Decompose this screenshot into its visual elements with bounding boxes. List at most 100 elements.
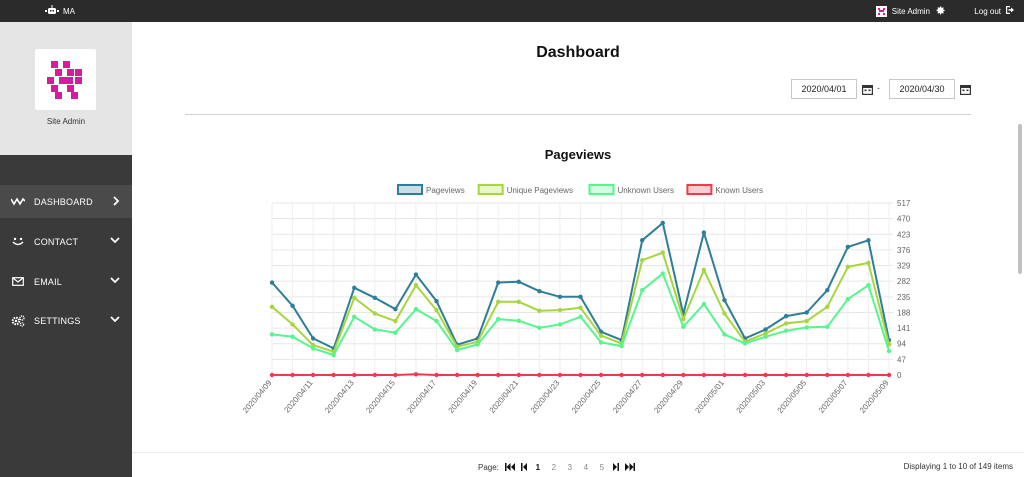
smile-icon — [11, 237, 25, 246]
data-point — [886, 372, 892, 378]
data-point — [372, 295, 378, 301]
prev-page-icon[interactable] — [520, 463, 527, 471]
data-point — [660, 220, 665, 226]
pageviews-chart: Pageviews Unique Pageviews Unknown Users Kn… — [241, 184, 911, 415]
pager-divider — [132, 452, 1024, 453]
data-point — [557, 372, 563, 378]
data-point — [701, 301, 707, 307]
data-point — [310, 372, 316, 378]
legend-swatch — [397, 184, 423, 195]
x-tick-label: 2020/04/15 — [364, 378, 397, 415]
data-point — [866, 260, 871, 266]
page-link[interactable]: 1 — [535, 462, 541, 472]
data-point — [352, 295, 357, 301]
data-point — [825, 372, 830, 378]
x-tick-label: 2020/04/17 — [405, 378, 438, 415]
data-point — [763, 334, 768, 339]
legend-swatch — [588, 184, 615, 195]
page-link[interactable]: 4 — [583, 462, 589, 472]
y-tick-label: 0 — [897, 371, 902, 380]
data-point — [845, 296, 851, 302]
sidebar-item-contact[interactable]: CONTACT — [0, 225, 132, 258]
app-logo[interactable]: MA — [44, 4, 75, 18]
data-point — [619, 343, 624, 349]
data-point — [660, 250, 665, 255]
data-point — [310, 346, 316, 351]
data-point — [413, 272, 419, 277]
data-point — [681, 316, 686, 322]
data-point — [475, 372, 480, 378]
data-point — [290, 372, 295, 378]
divider — [185, 114, 971, 115]
profile-card: Site Admin — [0, 22, 132, 155]
x-tick-label: 2020/05/05 — [776, 378, 809, 415]
data-point — [640, 372, 645, 378]
data-point — [640, 258, 645, 263]
calendar-icon[interactable] — [862, 82, 874, 100]
data-point — [825, 324, 830, 329]
date-to-input[interactable]: 2020/04/30 — [889, 79, 955, 99]
main-content: Dashboard 2020/04/01 - 2020/04/30 Pagevi… — [132, 22, 1024, 477]
legend-label: Known Users — [715, 186, 763, 195]
data-point — [393, 318, 398, 324]
data-point — [763, 331, 768, 336]
data-point — [681, 372, 686, 378]
date-from-input[interactable]: 2020/04/01 — [791, 79, 857, 99]
x-tick-label: 2020/04/25 — [570, 378, 603, 415]
sidebar-item-email[interactable]: EMAIL — [0, 265, 132, 298]
page-link[interactable]: 3 — [567, 462, 573, 472]
data-point — [722, 372, 727, 378]
chevron-down-icon — [110, 236, 120, 246]
profile-avatar[interactable] — [35, 49, 96, 110]
data-point — [598, 333, 604, 338]
data-point — [269, 332, 275, 337]
data-point — [763, 372, 768, 378]
data-point — [372, 327, 378, 332]
data-point — [598, 372, 604, 378]
data-point — [578, 372, 583, 378]
data-point — [475, 342, 480, 347]
sidebar-item-dashboard[interactable]: DASHBOARD — [0, 185, 132, 218]
data-point — [454, 372, 460, 378]
profile-name: Site Admin — [46, 117, 86, 126]
data-point — [290, 334, 295, 339]
data-point — [537, 325, 542, 330]
sign-out-icon — [1005, 5, 1016, 17]
logout-link[interactable]: Log out — [974, 4, 1016, 18]
y-tick-label: 235 — [897, 293, 911, 302]
data-point — [557, 294, 563, 300]
next-page-icon[interactable] — [612, 463, 619, 471]
x-tick-label: 2020/04/09 — [241, 378, 274, 415]
data-point — [516, 372, 521, 378]
gear-icon[interactable] — [935, 5, 946, 18]
first-page-icon[interactable] — [504, 463, 515, 471]
data-point — [496, 299, 501, 305]
y-tick-label: 470 — [897, 215, 911, 224]
x-tick-label: 2020/04/13 — [323, 378, 356, 415]
data-point — [310, 336, 316, 341]
data-point — [372, 311, 378, 316]
legend-swatch — [477, 184, 504, 195]
user-menu[interactable]: Site Admin — [875, 4, 946, 18]
last-page-icon[interactable] — [624, 463, 635, 471]
scrollbar[interactable] — [1018, 124, 1022, 274]
user-name: Site Admin — [891, 6, 930, 16]
data-point — [434, 372, 439, 378]
sidebar-item-settings[interactable]: SETTINGS — [0, 304, 132, 337]
page-link[interactable]: 5 — [599, 462, 605, 472]
data-point — [886, 348, 892, 354]
envelope-icon — [11, 277, 25, 286]
data-point — [454, 347, 460, 353]
data-point — [701, 230, 707, 235]
data-point — [393, 306, 398, 312]
y-tick-label: 94 — [897, 340, 906, 349]
data-point — [701, 267, 707, 273]
calendar-icon[interactable] — [960, 82, 972, 100]
y-tick-label: 423 — [897, 230, 911, 239]
data-point — [742, 372, 748, 378]
data-point — [290, 303, 295, 309]
page-link[interactable]: 2 — [551, 462, 557, 472]
data-point — [804, 310, 809, 315]
data-point — [269, 304, 275, 309]
legend-label: Pageviews — [426, 186, 465, 195]
